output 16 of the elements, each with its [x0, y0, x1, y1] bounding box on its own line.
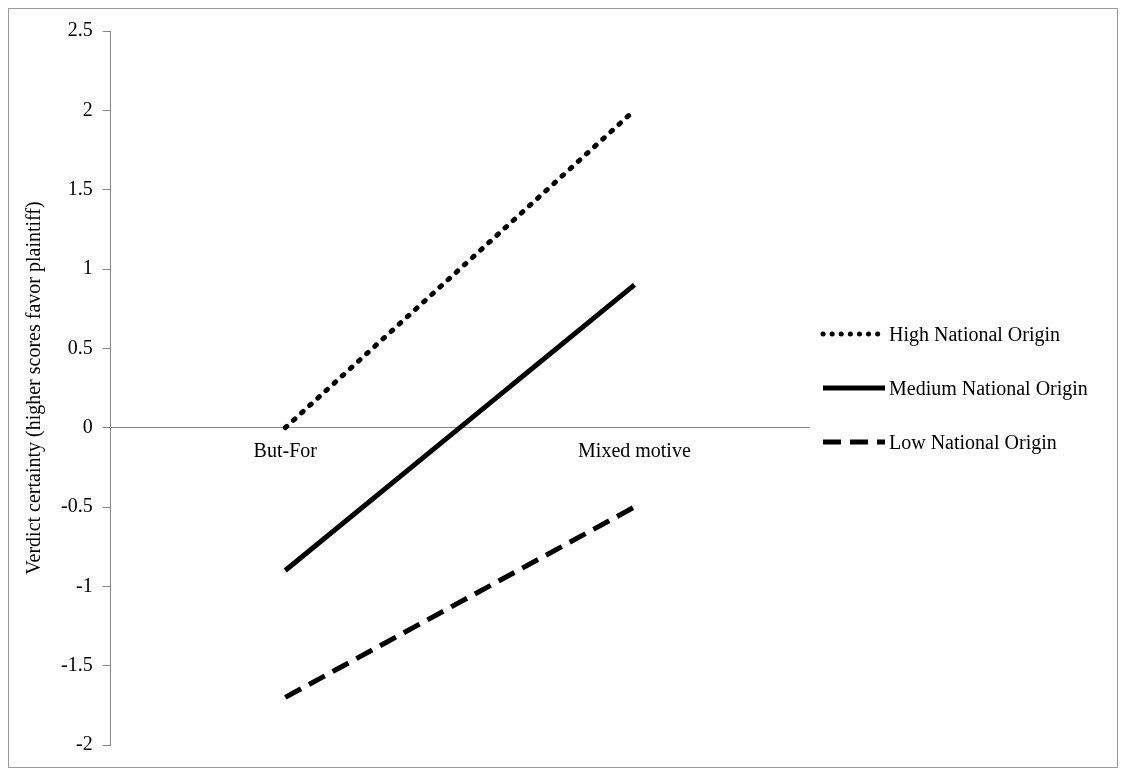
- y-tick-label: 2.5: [67, 18, 93, 41]
- y-tick-label: -0.5: [60, 494, 93, 517]
- legend-label: High National Origin: [889, 322, 1062, 346]
- y-tick-label: 0.5: [67, 335, 93, 358]
- legend-label: Medium National Origin: [889, 376, 1089, 400]
- y-tick-label: 2: [82, 97, 93, 120]
- y-tick-label: 1: [82, 256, 93, 279]
- y-tick-label: -2: [75, 732, 93, 755]
- y-tick-label: -1.5: [60, 652, 93, 675]
- y-axis-title: Verdict certainty (higher scores favor plaintiff): [22, 201, 46, 575]
- x-tick-label: Mixed motive: [578, 438, 691, 461]
- legend-label: Low National Origin: [889, 430, 1058, 454]
- y-tick-label: 0: [82, 414, 93, 437]
- y-tick-label: -1: [75, 573, 93, 596]
- x-tick-label: But-For: [253, 438, 318, 461]
- y-tick-label: 1.5: [67, 176, 93, 199]
